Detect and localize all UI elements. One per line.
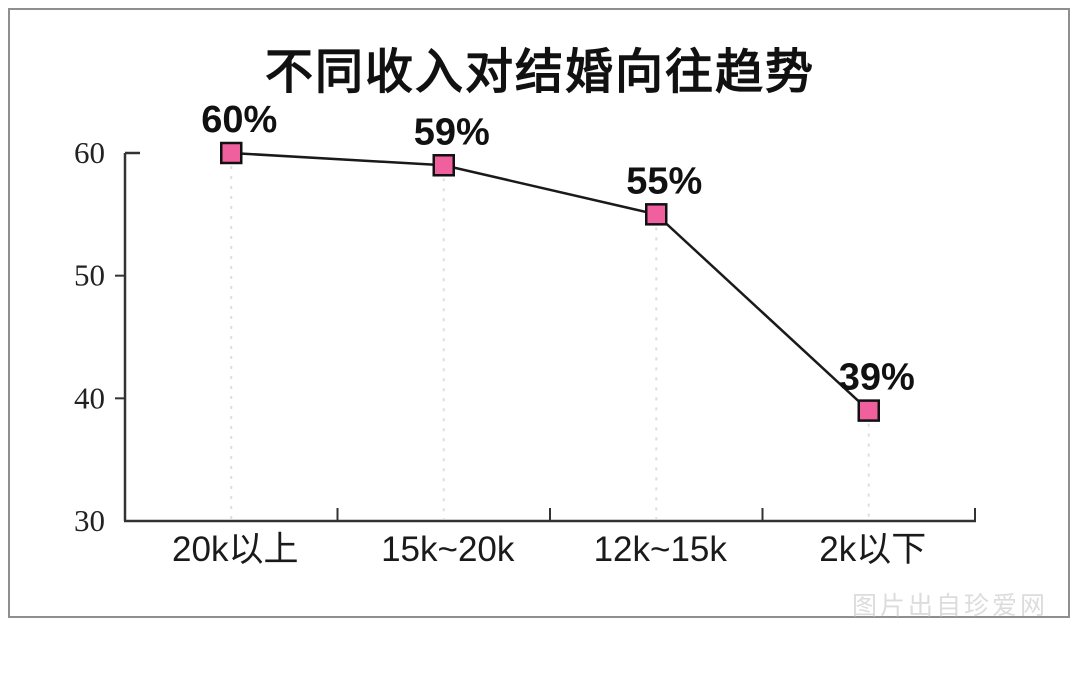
chart-frame	[8, 8, 1070, 618]
data-point-label: 59%	[414, 111, 490, 153]
x-category-label: 15k~20k	[381, 530, 515, 569]
x-category-label: 12k~15k	[594, 530, 728, 569]
y-tick-label: 60	[74, 135, 105, 170]
data-point-marker	[432, 154, 455, 177]
data-point-label: 39%	[839, 357, 915, 399]
watermark-text: 图片出自珍爱网	[851, 592, 1048, 620]
data-point-label: 60%	[201, 99, 277, 141]
data-point-label: 55%	[626, 160, 702, 202]
data-point-marker	[220, 141, 243, 165]
x-category-label: 2k以下	[819, 530, 926, 569]
x-category-label: 20k以上	[172, 530, 298, 569]
y-tick-label: 40	[74, 380, 105, 415]
y-tick-label: 50	[74, 258, 105, 293]
data-point-marker	[645, 203, 668, 226]
y-tick-label: 30	[74, 503, 105, 538]
trend-line	[231, 151, 870, 412]
chart-title: 不同收入对结婚向往趋势	[264, 46, 815, 99]
data-point-marker	[857, 399, 880, 422]
